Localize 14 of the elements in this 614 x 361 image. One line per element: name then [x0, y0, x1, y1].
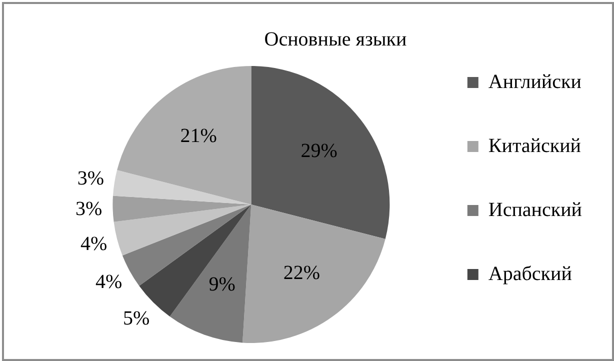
data-label: 29%	[300, 140, 338, 162]
data-label: 4%	[95, 271, 122, 294]
data-label: 3%	[77, 167, 104, 190]
legend-label: Китайский	[488, 134, 582, 157]
data-label: 5%	[122, 308, 150, 330]
data-label: 4%	[80, 233, 108, 256]
legend-label: Английски	[488, 70, 582, 93]
legend-label: Испанский	[488, 198, 582, 221]
data-label: 22%	[283, 262, 320, 284]
chart-title: Основные языки	[264, 28, 408, 50]
data-label: 21%	[180, 124, 217, 147]
data-label: 9%	[208, 274, 236, 296]
data-label: 3%	[75, 198, 102, 220]
legend-label: Арабский	[488, 262, 572, 285]
